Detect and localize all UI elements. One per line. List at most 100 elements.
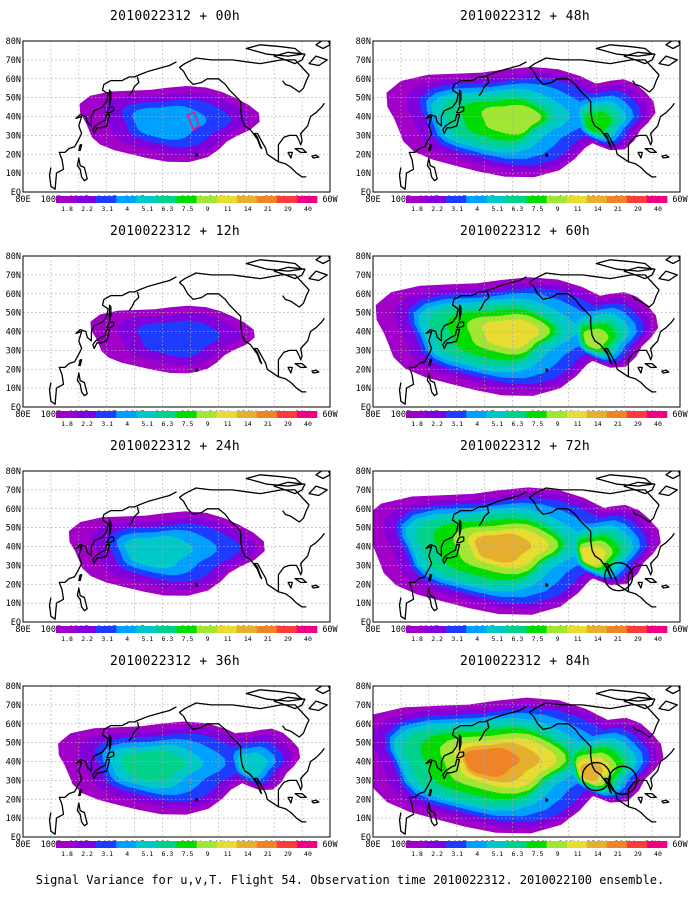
x-tick-label: 60W: [672, 840, 688, 850]
map-mark: [545, 798, 549, 802]
map-mark: [294, 792, 307, 799]
y-tick-label: 60N: [356, 720, 371, 730]
colorbar-swatch: [526, 841, 547, 848]
variance-contour: [137, 320, 221, 357]
map-mark: [442, 328, 461, 350]
map-mark: [315, 686, 330, 695]
map-mark: [92, 328, 111, 350]
y-tick-label: 30N: [356, 346, 371, 356]
y-tick-label: 30N: [356, 131, 371, 141]
map-mark: [545, 583, 549, 587]
colorbar-swatch: [56, 626, 77, 633]
map-mark: [106, 106, 115, 114]
colorbar-label: 5.1: [491, 850, 503, 858]
colorbar-label: 29: [634, 635, 642, 643]
y-tick-label: 40N: [6, 543, 21, 553]
y-tick-label: 20N: [356, 365, 371, 375]
map-mark: [92, 543, 111, 565]
variance-contour: [124, 535, 193, 569]
coastlines: [48, 471, 330, 620]
map-mark: [456, 536, 465, 544]
gridlines: [23, 471, 330, 622]
y-tick-label: 40N: [356, 113, 371, 123]
colorbar-label: 14: [244, 850, 252, 858]
colorbar-label: 1.8: [411, 420, 423, 428]
colorbar-swatch: [466, 196, 487, 203]
target-circle: [603, 561, 634, 592]
colorbar-label: 5.1: [141, 850, 153, 858]
colorbar-swatch: [256, 626, 278, 633]
map-frame: [22, 685, 331, 838]
map-mark: [245, 689, 303, 702]
map-mark: [311, 154, 320, 159]
x-tick-label: 100E: [41, 625, 61, 635]
variance-field: [68, 511, 265, 596]
y-tick-label: 80N: [6, 37, 21, 47]
gridlines: [23, 256, 330, 407]
y-tick-label: EQ: [361, 833, 371, 843]
map-mark: [308, 55, 328, 67]
colorbar-label: 3.1: [451, 850, 463, 858]
colorbar-swatch: [586, 196, 608, 203]
map-mark: [665, 471, 680, 480]
y-tick-label: 60N: [356, 505, 371, 515]
colorbar-swatch: [426, 196, 447, 203]
colorbar-label: 14: [594, 420, 602, 428]
x-tick-label: 60W: [322, 195, 338, 205]
map-mark: [637, 366, 643, 374]
colorbar-swatch: [526, 196, 547, 203]
map-mark: [78, 789, 83, 797]
colorbar-label: 5.1: [491, 205, 503, 213]
map-plot: EQ10N20N30N40N50N60N70N80N80E100E120E140…: [356, 682, 689, 858]
map-mark: [373, 41, 680, 192]
y-tick-label: 10N: [6, 384, 21, 394]
colorbar-label: 29: [634, 850, 642, 858]
colorbar-swatch: [236, 841, 258, 848]
colorbar: [56, 841, 318, 848]
y-tick-label: EQ: [361, 618, 371, 628]
map-mark: [456, 106, 465, 114]
map-mark: [23, 41, 330, 192]
map-mark: [128, 721, 140, 742]
map-mark: [458, 89, 462, 106]
colorbar-swatch: [486, 626, 507, 633]
map-mark: [595, 689, 653, 702]
colorbar-swatch: [486, 196, 507, 203]
x-tick-label: 80E: [365, 410, 380, 420]
map-mark: [658, 55, 678, 67]
map-frame: [372, 685, 681, 838]
map-mark: [658, 485, 678, 497]
map-mark: [373, 471, 680, 622]
colorbar-label: 9: [556, 205, 560, 213]
y-tick-label: 60N: [6, 505, 21, 515]
y-tick-label: EQ: [361, 403, 371, 413]
map-mark: [108, 89, 112, 106]
map-mark: [195, 153, 199, 157]
y-tick-label: 40N: [6, 113, 21, 123]
colorbar-swatch: [76, 411, 97, 418]
colorbar-swatch: [136, 411, 157, 418]
colorbar-swatch: [466, 841, 487, 848]
colorbar-label: 4: [125, 205, 129, 213]
map-plot: EQ10N20N30N40N50N60N70N80N80E100E120E140…: [356, 467, 689, 643]
map-plot: EQ10N20N30N40N50N60N70N80N80E100E120E140…: [356, 37, 689, 213]
y-tick-label: 30N: [356, 561, 371, 571]
colorbar-swatch: [96, 411, 117, 418]
colorbar-label: 6.3: [162, 420, 174, 428]
x-tick-label: 100E: [41, 840, 61, 850]
map-mark: [644, 147, 657, 154]
colorbar-swatch: [56, 411, 77, 418]
gridlines: [373, 256, 680, 407]
map-mark: [661, 154, 670, 159]
y-tick-label: 60N: [356, 290, 371, 300]
colorbar-label: 1.8: [61, 205, 73, 213]
colorbar-swatch: [196, 196, 217, 203]
colorbar-label: 40: [654, 635, 662, 643]
colorbar-swatch: [546, 626, 567, 633]
map-mark: [108, 734, 112, 751]
colorbar: [56, 196, 318, 203]
panel-title: 2010022312 + 12h: [109, 224, 241, 239]
y-tick-label: 60N: [6, 290, 21, 300]
colorbar-label: 3.1: [451, 420, 463, 428]
colorbar-label: 3.1: [101, 420, 113, 428]
